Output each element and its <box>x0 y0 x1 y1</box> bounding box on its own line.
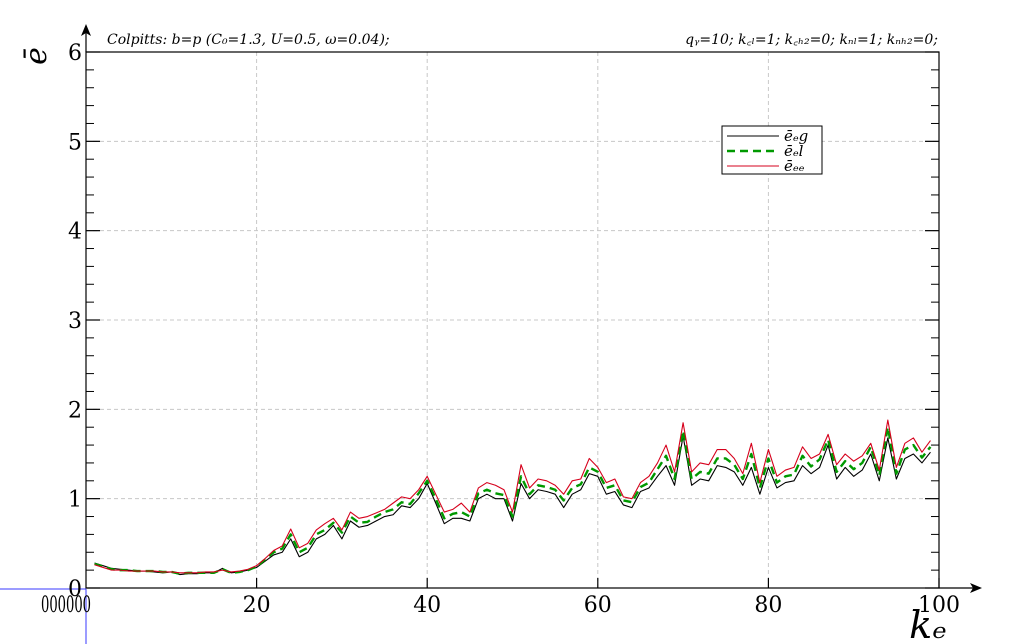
series-line-0 <box>94 435 931 576</box>
x-tick-label: 60 <box>584 593 612 618</box>
x-tick-label: 100 <box>918 593 960 618</box>
legend-label-ee: ēₑₑ <box>784 157 805 175</box>
x-tick-label: 40 <box>413 593 441 618</box>
y-tick-label: 4 <box>68 220 82 245</box>
chart-header-left: Colpitts: b=p (C₀=1.3, U=0.5, ω=0.04); <box>107 32 390 48</box>
y-minor-ticks <box>86 51 940 589</box>
series-line-1 <box>94 426 932 575</box>
legend: ēₑg ēₑl ēₑₑ <box>721 125 823 175</box>
series-line-2 <box>94 419 931 574</box>
chart-header-right: qᵧ=10; k꜀ₗ=1; k꜀ₕ₂=0; kₙₗ=1; kₙₕ₂=0; <box>685 32 938 48</box>
x-tick-labels: 20 40 60 80 100 <box>243 593 960 618</box>
y-tick-label: 6 <box>68 41 82 66</box>
x-tick-label: 80 <box>754 593 782 618</box>
y-tick-label: 0 <box>68 577 82 602</box>
legend-label-el: ēₑl <box>784 142 804 160</box>
legend-label-eg: ēₑg <box>784 127 808 145</box>
y-tick-label: 1 <box>68 488 82 513</box>
y-tick-label: 2 <box>68 398 82 423</box>
origin-labels: 000000 <box>41 593 91 618</box>
series-layer <box>94 419 932 576</box>
y-axis-arrowhead <box>81 24 91 36</box>
y-axis-title: ē <box>19 47 54 65</box>
y-tick-label: 5 <box>68 130 82 155</box>
x-tick-label: 20 <box>243 593 271 618</box>
x-axis-title: kₑ <box>909 603 947 644</box>
y-tick-label: 3 <box>68 309 82 334</box>
x-axis-arrowhead <box>970 583 982 593</box>
y-tick-labels: 0 1 2 3 4 5 6 <box>68 41 82 602</box>
